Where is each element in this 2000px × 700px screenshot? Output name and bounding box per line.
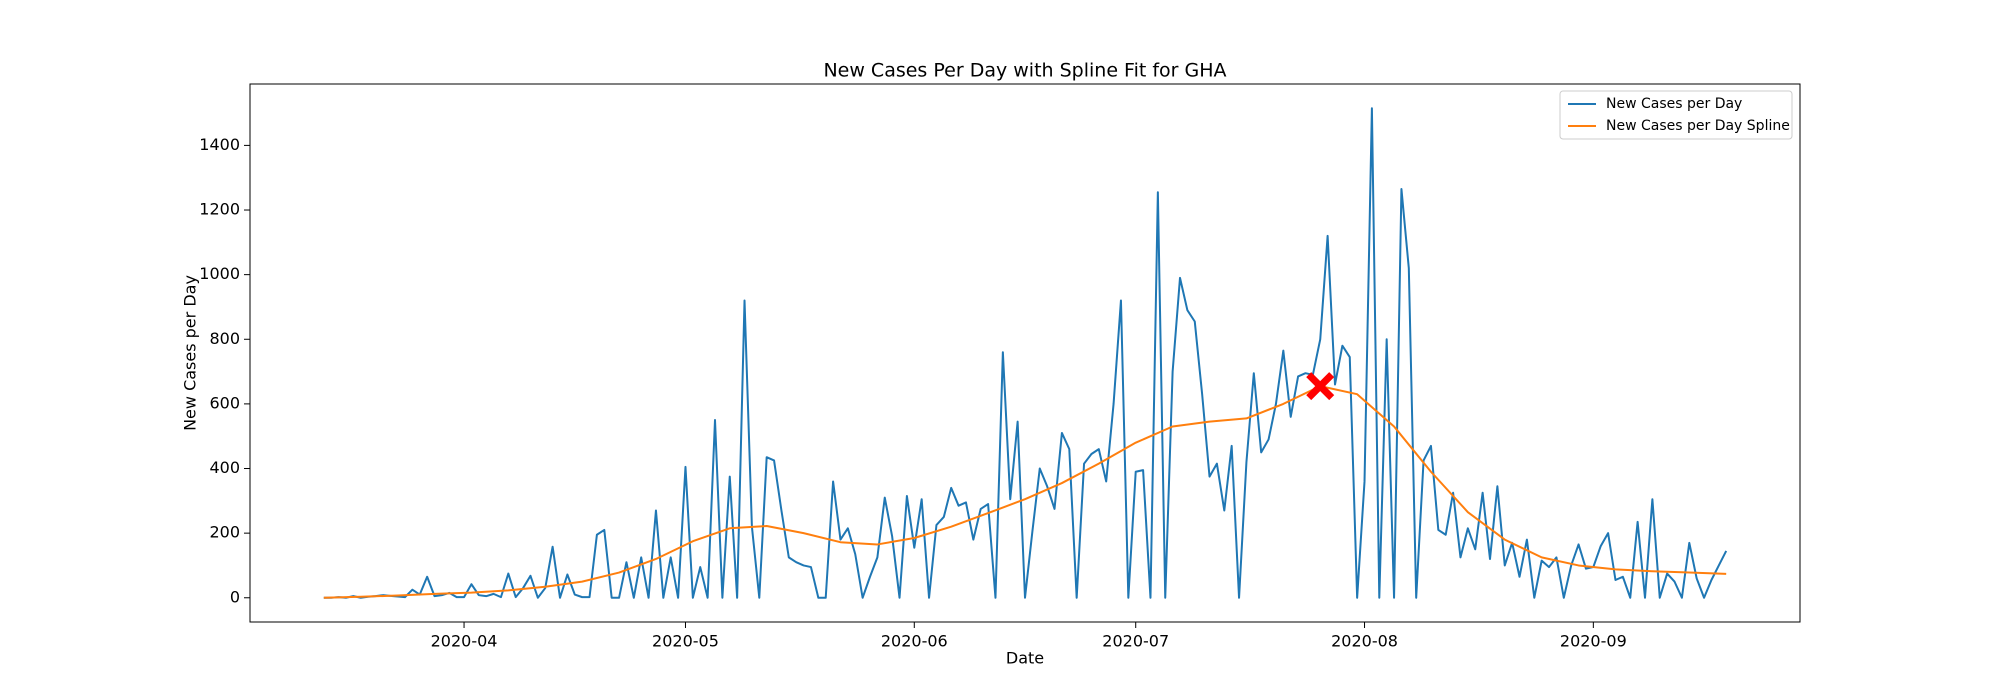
y-tick-label: 400 xyxy=(209,458,240,477)
y-axis-label: New Cases per Day xyxy=(181,275,200,431)
y-tick-label: 1400 xyxy=(199,135,240,154)
y-tick-label: 1200 xyxy=(199,200,240,219)
peak-marker xyxy=(1306,372,1335,401)
x-tick-label: 2020-09 xyxy=(1560,632,1627,651)
y-tick-label: 200 xyxy=(209,523,240,542)
x-tick-label: 2020-07 xyxy=(1102,632,1169,651)
y-tick-label: 1000 xyxy=(199,264,240,283)
x-tick-label: 2020-06 xyxy=(881,632,948,651)
x-tick-label: 2020-08 xyxy=(1331,632,1398,651)
y-tick-label: 0 xyxy=(230,587,240,606)
series-line xyxy=(323,107,1728,599)
legend-label: New Cases per Day xyxy=(1606,96,1742,112)
series-line xyxy=(323,385,1727,599)
legend-label: New Cases per Day Spline xyxy=(1606,118,1790,134)
y-tick-label: 600 xyxy=(209,393,240,412)
x-tick-label: 2020-04 xyxy=(431,632,498,651)
chart-title: New Cases Per Day with Spline Fit for GH… xyxy=(823,60,1226,82)
plot-frame xyxy=(249,83,1801,623)
legend-box xyxy=(1559,90,1793,140)
x-tick-label: 2020-05 xyxy=(652,632,719,651)
y-tick-label: 800 xyxy=(209,329,240,348)
x-axis-label: Date xyxy=(1006,649,1044,668)
